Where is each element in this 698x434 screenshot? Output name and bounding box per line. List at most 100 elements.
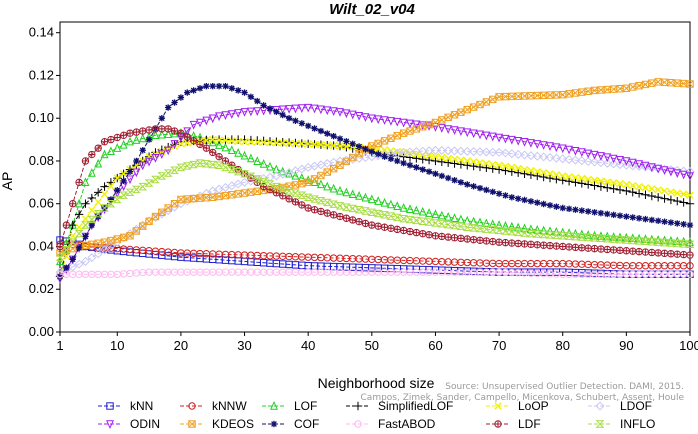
data-point bbox=[444, 154, 452, 163]
data-point bbox=[234, 137, 242, 145]
data-point bbox=[355, 143, 363, 150]
data-point bbox=[393, 225, 401, 234]
data-point bbox=[285, 195, 293, 203]
data-point bbox=[615, 235, 625, 244]
data-point bbox=[424, 155, 434, 165]
data-point bbox=[558, 176, 567, 185]
data-point bbox=[182, 162, 192, 170]
data-point bbox=[482, 159, 491, 168]
data-point bbox=[476, 184, 484, 192]
data-point bbox=[228, 85, 236, 92]
legend-item-lof: LOF bbox=[262, 399, 317, 413]
data-point bbox=[399, 129, 408, 137]
data-point bbox=[145, 152, 153, 161]
data-point bbox=[259, 138, 268, 147]
data-point bbox=[304, 103, 313, 113]
y-tick-label: 0.00 bbox=[29, 324, 54, 339]
data-point bbox=[533, 225, 542, 234]
data-point bbox=[317, 171, 325, 180]
data-point bbox=[157, 150, 166, 160]
data-point bbox=[202, 144, 211, 152]
data-point bbox=[438, 172, 446, 180]
data-point bbox=[418, 155, 427, 164]
data-point bbox=[405, 153, 415, 162]
legend-label: LOF bbox=[294, 399, 317, 413]
data-point bbox=[501, 220, 510, 230]
data-point bbox=[203, 82, 210, 90]
data-point bbox=[202, 116, 211, 126]
data-point bbox=[514, 239, 522, 248]
data-point bbox=[430, 145, 440, 155]
data-point bbox=[157, 209, 167, 219]
data-point bbox=[196, 140, 204, 149]
data-point bbox=[374, 139, 382, 148]
data-point bbox=[577, 148, 586, 157]
data-point bbox=[227, 110, 236, 119]
data-point bbox=[241, 89, 248, 96]
data-point bbox=[469, 158, 478, 166]
data-point bbox=[431, 219, 440, 227]
data-point bbox=[170, 140, 179, 149]
data-point bbox=[602, 235, 612, 243]
data-point bbox=[597, 245, 605, 253]
data-point bbox=[539, 241, 548, 249]
data-point bbox=[151, 175, 160, 184]
data-point bbox=[253, 107, 262, 116]
data-point bbox=[177, 94, 185, 101]
data-point bbox=[660, 166, 669, 175]
data-point bbox=[279, 111, 286, 119]
data-point bbox=[476, 100, 484, 109]
data-point bbox=[634, 237, 644, 245]
data-point bbox=[61, 245, 71, 254]
data-point bbox=[393, 132, 401, 140]
data-point bbox=[215, 136, 223, 144]
data-point bbox=[545, 173, 555, 183]
data-point bbox=[107, 135, 115, 144]
data-point bbox=[456, 127, 465, 137]
data-point bbox=[647, 163, 656, 172]
data-point bbox=[609, 246, 618, 254]
data-point bbox=[609, 159, 619, 169]
data-point bbox=[342, 214, 351, 222]
data-point bbox=[291, 139, 300, 148]
x-tick-label: 30 bbox=[237, 338, 251, 353]
data-point bbox=[126, 136, 134, 146]
data-point bbox=[81, 199, 90, 208]
data-point bbox=[679, 190, 688, 198]
series-line bbox=[59, 139, 691, 277]
plot-frame bbox=[59, 21, 691, 333]
data-point bbox=[583, 156, 593, 166]
data-point bbox=[571, 232, 580, 241]
data-point bbox=[106, 200, 116, 208]
data-point bbox=[673, 236, 682, 246]
data-point bbox=[399, 147, 409, 157]
data-point bbox=[113, 235, 121, 243]
y-tick-label: 0.12 bbox=[29, 67, 54, 82]
x-tick-label: 1 bbox=[56, 338, 63, 353]
data-point bbox=[546, 170, 554, 178]
data-point bbox=[463, 235, 471, 243]
data-point bbox=[629, 214, 636, 221]
data-point bbox=[362, 145, 369, 153]
data-point bbox=[431, 156, 440, 166]
data-point bbox=[450, 221, 459, 230]
data-point bbox=[526, 139, 535, 148]
data-point bbox=[540, 200, 547, 208]
data-point bbox=[297, 104, 306, 113]
data-point bbox=[215, 112, 224, 122]
data-point bbox=[126, 232, 134, 240]
data-point bbox=[133, 157, 140, 165]
data-point bbox=[291, 170, 300, 180]
data-point bbox=[635, 160, 644, 169]
data-point bbox=[520, 229, 529, 237]
data-point bbox=[412, 120, 421, 130]
data-point bbox=[481, 225, 491, 233]
data-point bbox=[177, 129, 185, 137]
data-point bbox=[221, 157, 230, 165]
data-point bbox=[457, 156, 465, 164]
data-point bbox=[279, 139, 287, 147]
data-point bbox=[355, 111, 364, 121]
data-point bbox=[240, 170, 249, 178]
data-point bbox=[246, 153, 255, 163]
